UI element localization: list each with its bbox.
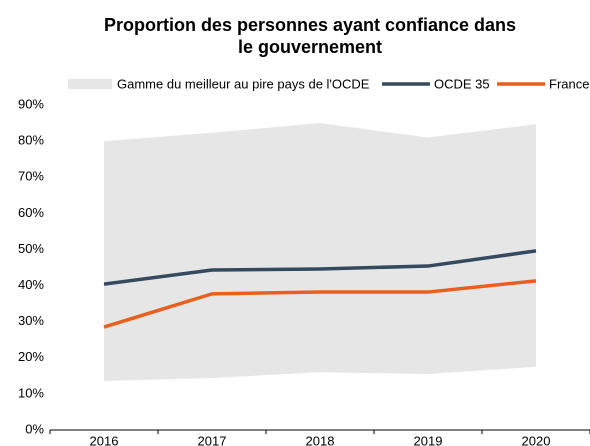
legend-swatch bbox=[68, 79, 112, 89]
chart-title: Proportion des personnes ayant confiance… bbox=[103, 15, 517, 57]
legend-label: OCDE 35 bbox=[434, 76, 490, 91]
legend-label: France bbox=[549, 76, 589, 91]
x-tick-label: 2020 bbox=[522, 433, 551, 446]
range-band bbox=[104, 123, 536, 381]
y-tick-label: 70% bbox=[18, 169, 44, 184]
legend-label: Gamme du meilleur au pire pays de l'OCDE bbox=[117, 76, 370, 91]
y-tick-label: 80% bbox=[18, 133, 44, 148]
series-line bbox=[103, 249, 537, 286]
y-tick-label: 40% bbox=[18, 277, 44, 292]
x-tick-label: 2018 bbox=[306, 433, 335, 446]
y-tick-label: 50% bbox=[18, 241, 44, 256]
x-tick-label: 2019 bbox=[414, 433, 443, 446]
series-line bbox=[103, 279, 537, 329]
y-tick-label: 60% bbox=[18, 205, 44, 220]
y-tick-label: 0% bbox=[25, 421, 44, 436]
y-tick-label: 20% bbox=[18, 349, 44, 364]
x-tick-label: 2017 bbox=[198, 433, 227, 446]
x-tick-label: 2016 bbox=[90, 433, 119, 446]
y-tick-label: 10% bbox=[18, 385, 44, 400]
y-tick-label: 90% bbox=[18, 96, 44, 111]
y-tick-label: 30% bbox=[18, 313, 44, 328]
